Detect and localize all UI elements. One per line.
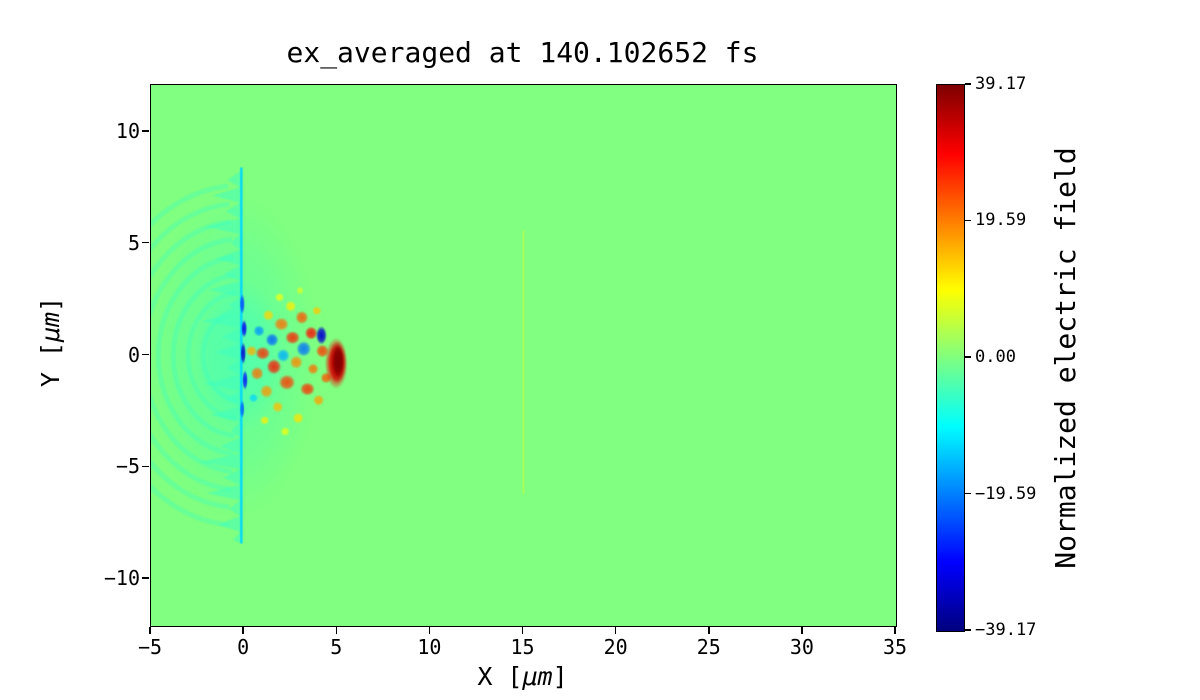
y-tick-label: 0 <box>127 342 140 367</box>
y-axis-label-mu: μm <box>36 311 65 343</box>
x-axis-label-mu: μm <box>522 662 553 691</box>
y-tick-label: 10 <box>115 118 140 143</box>
x-tick-label: 0 <box>237 635 250 659</box>
colorbar-label: Normalized electric field <box>1049 147 1082 569</box>
y-tick-label: −10 <box>103 566 140 591</box>
x-tick-mark <box>521 627 524 634</box>
colorbar-tick-mark <box>965 83 971 85</box>
colorbar-tick-mark <box>965 629 971 631</box>
x-tick-mark <box>894 627 896 634</box>
x-tick-mark <box>242 627 244 634</box>
colorbar-tick-mark <box>965 356 971 358</box>
x-tick-label: 35 <box>882 635 908 659</box>
y-tick-mark <box>142 577 149 579</box>
x-tick-mark <box>614 627 617 634</box>
plot-title: ex_averaged at 140.102652 fs <box>286 36 759 69</box>
colorbar-tick-label: −19.59 <box>975 483 1037 504</box>
colorbar-tick-mark <box>965 492 971 495</box>
x-tick-label: 20 <box>603 635 628 659</box>
heatmap-canvas <box>151 85 896 626</box>
colorbar-tick-label: 19.59 <box>975 210 1027 231</box>
x-tick-label: −5 <box>137 635 163 659</box>
x-axis-label-prefix: X [ <box>477 662 523 691</box>
x-tick-label: 15 <box>510 635 535 659</box>
y-axis-label: Y [μm] <box>36 192 68 492</box>
colorbar <box>936 84 965 632</box>
colorbar-tick-label: −39.17 <box>975 620 1037 640</box>
plot-area <box>150 84 897 627</box>
y-tick-mark <box>142 130 149 132</box>
y-tick-mark <box>142 465 149 468</box>
y-tick-mark <box>142 353 149 356</box>
x-tick-label: 25 <box>696 635 721 659</box>
x-tick-mark <box>708 627 710 634</box>
y-tick-label: −5 <box>115 454 140 479</box>
x-axis-label-suffix: ] <box>552 662 568 691</box>
colorbar-tick-label: 39.17 <box>975 74 1027 94</box>
x-tick-label: 30 <box>789 635 814 659</box>
y-tick-mark <box>142 241 149 244</box>
y-tick-label: 5 <box>127 230 140 255</box>
x-tick-mark <box>335 627 337 634</box>
x-tick-label: 10 <box>417 635 442 659</box>
y-axis-label-suffix: ] <box>36 296 65 312</box>
x-axis-label: X [μm] <box>150 662 895 691</box>
x-tick-label: 5 <box>330 635 343 659</box>
y-axis-label-prefix: Y [ <box>36 342 65 388</box>
x-tick-mark <box>149 627 151 634</box>
colorbar-tick-mark <box>965 219 971 222</box>
x-tick-mark <box>428 627 431 634</box>
colorbar-gradient-canvas <box>937 85 964 631</box>
colorbar-tick-label: 0.00 <box>975 347 1016 367</box>
x-tick-mark <box>801 627 803 634</box>
